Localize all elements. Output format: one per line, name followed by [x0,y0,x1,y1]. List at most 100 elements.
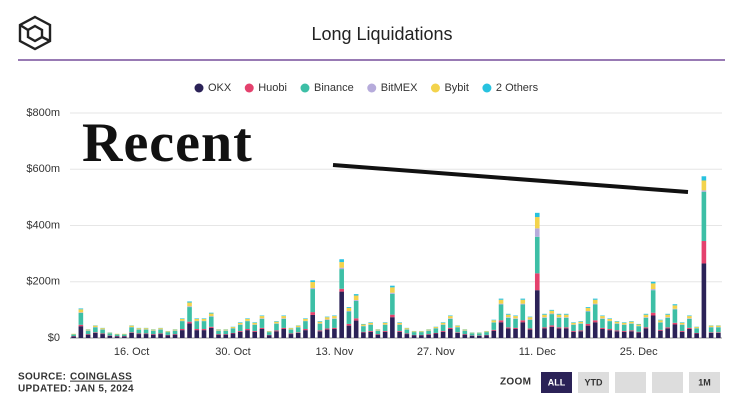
bar-segment [708,327,714,333]
bar-segment [411,331,417,333]
bar-segment [556,317,562,328]
bar-segment [679,331,685,338]
bar-segment [650,281,656,284]
bar-segment [223,329,229,331]
legend-item[interactable]: Binance [300,82,354,94]
bar-segment [592,298,598,300]
bar-segment [223,334,229,338]
bar-segment [274,323,279,331]
logo[interactable] [18,15,52,51]
bar-segment [585,311,591,324]
bar-segment [665,313,670,315]
bar-segment [549,310,555,314]
bar-segment [390,292,395,294]
bar-segment [513,318,518,328]
bar-segment [245,329,250,331]
bar-segment [339,262,344,268]
bar-segment [223,334,229,335]
bar-segment [600,315,605,317]
bar-segment [542,314,547,318]
zoom-button-label[interactable]: YTD [585,377,604,387]
bar-segment [310,289,315,313]
x-tick-label: 27. Nov [417,346,455,358]
bar-segment [455,325,460,328]
bar-segment [679,324,685,331]
bar-segment [534,236,540,274]
bar-segment [448,315,453,317]
bar-segment [643,328,649,338]
bar-segment [426,334,431,335]
bar-segment [353,320,359,338]
bar-segment [252,322,258,323]
bar-segment [556,317,562,318]
bar-segment [266,332,272,335]
bar-segment [107,333,113,336]
bar-segment [571,322,576,325]
bar-segment [382,330,388,332]
bar-segment [484,331,489,333]
bar-segment [426,330,431,335]
bar-segment [288,334,294,338]
zoom-button[interactable] [652,372,683,393]
bar-segment [346,311,352,312]
legend-label: Bybit [444,82,468,94]
bar-segment [346,311,352,324]
bar-segment [527,320,533,329]
bar-segment [419,332,424,335]
bar-segment [245,330,250,338]
legend-item[interactable]: 2 Others [482,82,539,94]
legend-item[interactable]: Bybit [430,82,469,94]
bar-segment [404,334,410,338]
bar-segment [129,332,134,338]
source-link[interactable]: COINGLASS [70,372,132,383]
bar-segment [223,330,229,335]
bar-segment [716,325,721,328]
bar-segment [498,298,504,300]
bar-segment [208,316,214,327]
zoom-button[interactable] [689,372,720,393]
bar-segment [534,228,540,237]
bar-segment [259,315,265,317]
bar-segment [151,330,156,335]
bar-segment [491,319,497,321]
bar-segment [93,332,98,338]
bar-segment [85,334,91,338]
bar-segment [658,319,663,321]
bar-segment [534,212,540,218]
zoom-button-label[interactable]: 1M [698,377,711,387]
bar-segment [93,325,98,328]
bar-segment [397,331,402,338]
bar-segment [78,309,84,313]
bar-segment [332,329,337,338]
bar-segment [353,300,359,301]
zoom-button-label[interactable]: ALL [548,377,566,387]
bar-segment [397,330,402,332]
bar-segment [549,314,555,326]
zoom-button[interactable] [615,372,646,393]
zoom-button[interactable] [578,372,609,393]
legend-item[interactable]: BitMEX [367,82,418,94]
legend-item[interactable]: Huobi [244,82,287,94]
bar-segment [259,316,265,319]
bar-segment [274,331,279,338]
bar-segment [607,318,613,321]
bar-segment [404,328,410,330]
bar-segment [549,326,555,338]
bar-segment [404,333,410,335]
legend-swatch [430,83,440,93]
zoom-button[interactable] [541,372,572,393]
legend-item[interactable]: OKX [194,82,232,94]
bar-segment [295,325,301,328]
y-tick-label: $200m [26,276,60,288]
bar-segment [346,307,352,308]
bar-segment [317,323,323,331]
bar-segment [71,333,76,335]
bar-segment [498,320,504,323]
bar-segment [165,335,171,338]
bar-segment [100,334,105,338]
bar-segment [252,324,258,331]
bar-segment [237,322,243,325]
bar-segment [78,326,84,338]
bar-segment [194,318,200,321]
bar-segment [332,318,337,319]
